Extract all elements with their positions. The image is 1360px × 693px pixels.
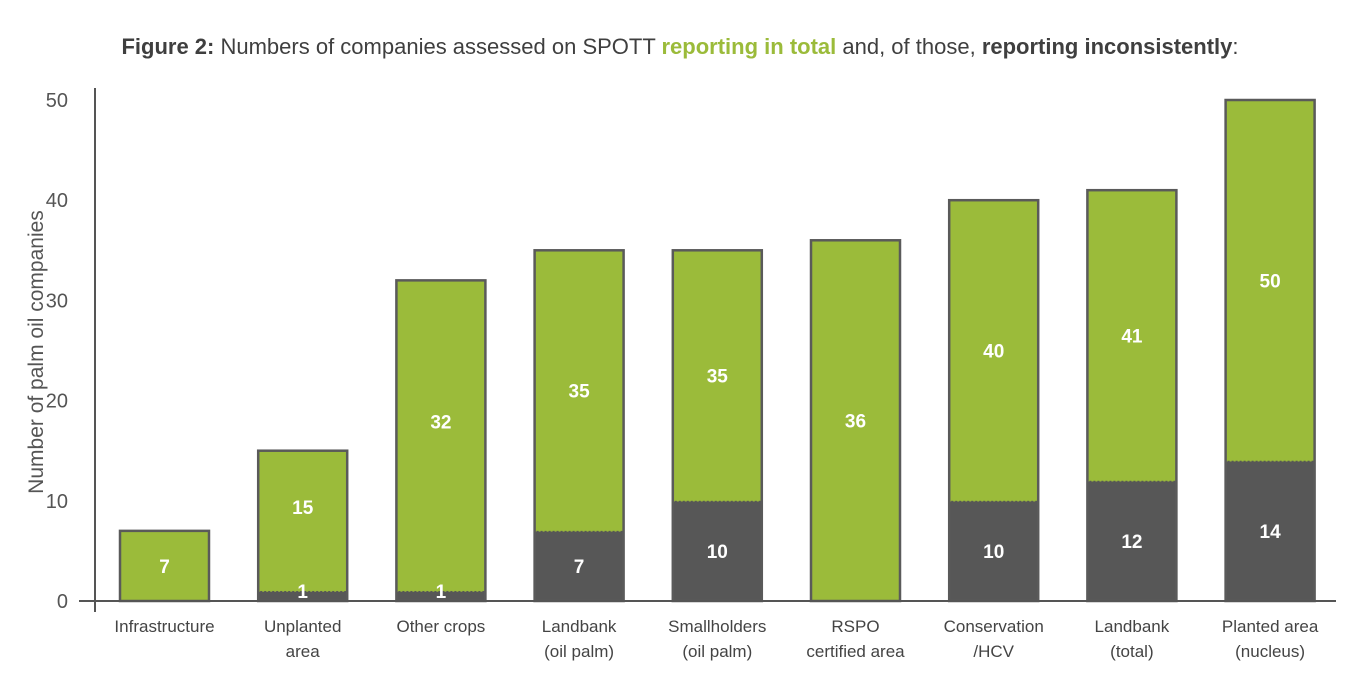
y-tick-label: 40 bbox=[46, 190, 68, 212]
data-label-inconsistent: 12 bbox=[1121, 532, 1142, 553]
data-label-total: 36 bbox=[845, 412, 866, 433]
bar-total bbox=[258, 450, 348, 601]
data-label-total: 35 bbox=[707, 367, 729, 388]
title-highlight-total: reporting in total bbox=[661, 34, 837, 59]
bar-total bbox=[811, 240, 900, 601]
bar-inconsistent bbox=[672, 500, 762, 601]
x-tick-label: certified area bbox=[806, 642, 905, 661]
data-label-total: 50 bbox=[1260, 271, 1281, 292]
data-label-total: 32 bbox=[430, 413, 451, 434]
y-tick-label: 10 bbox=[46, 491, 68, 513]
x-tick-label: Smallholders bbox=[668, 617, 766, 636]
bar-total bbox=[120, 530, 209, 601]
x-tick-label: Landbank bbox=[1095, 617, 1170, 636]
axes-group: Infrastructure Unplanted area Other crops La… bbox=[46, 88, 1336, 661]
x-tick-label: (oil palm) bbox=[544, 642, 614, 661]
x-tick-label: Landbank bbox=[542, 617, 617, 636]
x-tick-label: /HCV bbox=[973, 642, 1014, 661]
data-label-inconsistent: 10 bbox=[983, 542, 1004, 563]
data-label-inconsistent: 1 bbox=[297, 582, 308, 603]
bar-inconsistent bbox=[1087, 480, 1177, 601]
data-label-inconsistent: 7 bbox=[574, 557, 585, 578]
title-highlight-inconsistent: reporting inconsistently bbox=[981, 34, 1233, 59]
data-label-total: 15 bbox=[292, 498, 314, 519]
title-suffix: : bbox=[1232, 34, 1239, 59]
y-axis-label: Number of palm oil companies bbox=[25, 210, 48, 494]
bar-inconsistent bbox=[1225, 460, 1315, 601]
x-tick-label: Unplanted bbox=[264, 617, 342, 636]
x-tick-label: Conservation bbox=[944, 617, 1044, 636]
x-tick-label: Other crops bbox=[396, 617, 485, 636]
x-tick-label: (oil palm) bbox=[682, 642, 752, 661]
y-tick-label: 20 bbox=[46, 391, 68, 413]
data-label-total: 7 bbox=[159, 557, 170, 578]
x-tick-label: (total) bbox=[1110, 642, 1153, 661]
data-label-total: 35 bbox=[569, 382, 591, 403]
title-prefix: Figure 2: bbox=[121, 34, 215, 59]
bars-group: 7 15 1 32 1 35 7 35 10 36 40 10 41 12 50 14 bbox=[118, 98, 1316, 603]
data-label-inconsistent: 14 bbox=[1260, 522, 1282, 543]
data-label-total: 41 bbox=[1121, 326, 1143, 347]
y-tick-label: 0 bbox=[57, 591, 68, 613]
data-label-total: 40 bbox=[983, 342, 1004, 363]
bar-inconsistent bbox=[258, 590, 348, 601]
data-label-inconsistent: 10 bbox=[707, 542, 728, 563]
y-tick-label: 50 bbox=[46, 90, 68, 112]
bar-inconsistent bbox=[534, 530, 624, 601]
x-tick-label: RSPO bbox=[831, 617, 879, 636]
bar-total bbox=[396, 280, 486, 601]
title-text-1: Numbers of companies assessed on SPOTT bbox=[214, 34, 662, 59]
x-tick-label: Planted area bbox=[1222, 617, 1319, 636]
x-tick-label: (nucleus) bbox=[1235, 642, 1305, 661]
data-label-inconsistent: 1 bbox=[436, 582, 447, 603]
x-tick-label: Infrastructure bbox=[114, 617, 214, 636]
title-text-2: and, of those, bbox=[836, 34, 982, 59]
y-tick-label: 30 bbox=[46, 290, 68, 312]
bar-inconsistent bbox=[396, 590, 486, 601]
x-tick-label: area bbox=[286, 642, 321, 661]
bar-inconsistent bbox=[949, 500, 1039, 601]
chart-title: Figure 2: Numbers of companies assessed … bbox=[0, 34, 1360, 60]
